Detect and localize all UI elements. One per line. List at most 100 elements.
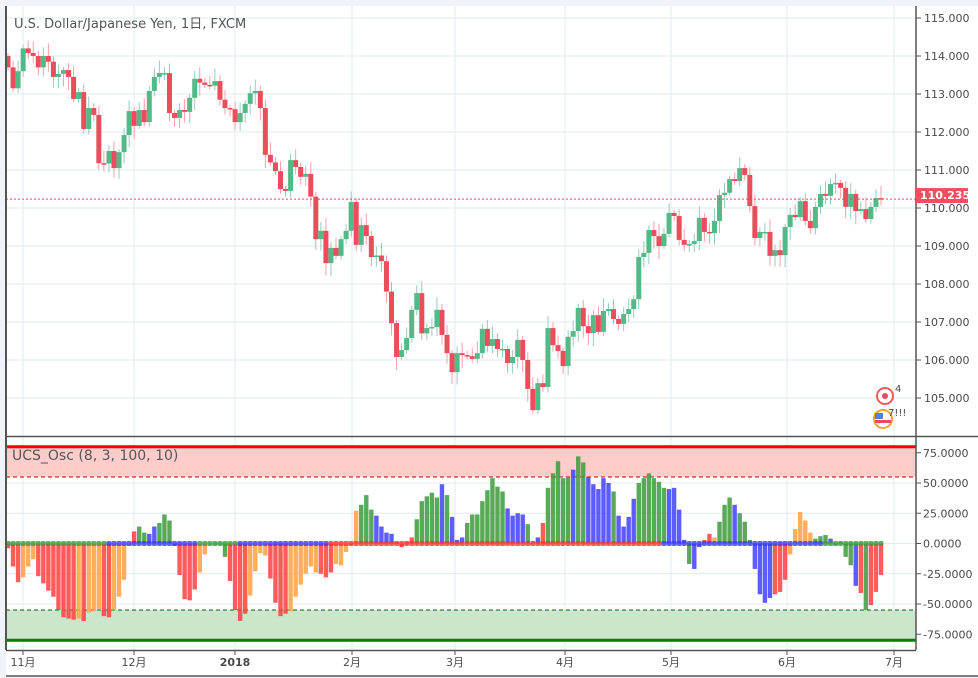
- zero-line-dot: [161, 541, 167, 546]
- candle-body: [812, 206, 818, 229]
- zero-line-dot: [283, 541, 289, 546]
- candle-body: [631, 299, 637, 310]
- candle: [439, 303, 445, 345]
- osc-bar: [25, 543, 31, 567]
- osc-bar: [576, 456, 581, 544]
- osc-bar: [555, 461, 561, 544]
- zero-line-dot: [121, 541, 127, 546]
- osc-bar: [36, 543, 41, 577]
- candle-body: [343, 230, 349, 240]
- candle-body: [394, 323, 400, 357]
- osc-bar: [51, 543, 56, 597]
- candle-body: [35, 56, 41, 68]
- zero-line-dot: [338, 541, 344, 546]
- zero-line-dot: [863, 541, 869, 546]
- candle-body: [787, 214, 793, 227]
- candle: [727, 176, 733, 196]
- time-axis[interactable]: 11月 12月 2018 2月 3月 4月 5月 6月 7月: [11, 650, 904, 669]
- candle-body: [817, 193, 823, 207]
- osc-bar: [808, 532, 813, 544]
- zero-line-dot: [131, 541, 137, 546]
- candle: [247, 85, 253, 115]
- candle-body: [409, 309, 415, 338]
- candle-body: [272, 162, 278, 172]
- osc-bar: [459, 537, 465, 544]
- zero-line-dot: [530, 541, 536, 546]
- candle-body: [313, 196, 319, 240]
- zero-line-dot: [747, 541, 753, 546]
- candle: [50, 55, 56, 88]
- zero-line-dot: [812, 541, 818, 546]
- osc-bar: [570, 469, 576, 544]
- osc-bar: [298, 543, 303, 585]
- candle-body: [212, 81, 218, 86]
- oscillator-bars: [5, 456, 884, 621]
- candle: [606, 303, 612, 316]
- zero-line-dot: [313, 541, 319, 546]
- zero-line-dot: [772, 541, 778, 546]
- osc-bar: [364, 495, 369, 544]
- zero-line-dot: [838, 541, 844, 546]
- candle-body: [373, 255, 379, 258]
- candle: [696, 206, 702, 251]
- chart-title[interactable]: U.S. Dollar/Japanese Yen, 1日, FXCM: [14, 17, 246, 32]
- candle-body: [45, 56, 51, 62]
- zero-line-dot: [691, 541, 697, 546]
- zero-line-dot: [807, 541, 813, 546]
- candle: [343, 223, 349, 244]
- zero-line-dot: [757, 541, 763, 546]
- osc-bar: [737, 513, 742, 544]
- osc-bar: [258, 543, 263, 554]
- zero-line-dot: [91, 541, 97, 546]
- event-badge-1[interactable]: 4: [876, 384, 901, 405]
- candle: [131, 107, 137, 140]
- candle: [111, 141, 117, 178]
- zero-line-dot: [878, 541, 884, 546]
- osc-bar: [288, 543, 293, 612]
- candle: [484, 320, 490, 353]
- zero-line-dot: [197, 541, 203, 546]
- osc-bar: [818, 536, 823, 544]
- zero-line-dot: [590, 541, 596, 546]
- zero-line-dot: [293, 541, 299, 546]
- candle: [590, 310, 596, 347]
- time-tick-label: 6月: [778, 656, 796, 669]
- candle: [777, 240, 783, 267]
- candle: [479, 323, 485, 359]
- candle-body: [131, 111, 137, 126]
- candle: [464, 351, 470, 360]
- osc-tick-label: -25.0000: [923, 568, 972, 581]
- candle: [222, 90, 228, 115]
- zero-line-dot: [66, 541, 72, 546]
- zero-line-dot: [237, 541, 243, 546]
- candle: [757, 227, 763, 247]
- osc-bar: [722, 504, 727, 544]
- candle: [701, 212, 707, 242]
- osc-bar: [46, 543, 51, 591]
- oscillator-title[interactable]: UCS_Osc (8, 3, 100, 10): [12, 448, 178, 464]
- event-badge-2[interactable]: 7!!!: [873, 408, 906, 429]
- candle-body: [525, 360, 531, 389]
- zero-line-dot: [868, 541, 874, 546]
- osc-bar: [661, 487, 667, 544]
- oscillator-axis[interactable]: 75.0000 50.0000 25.0000 0.0000 -25.0000 -50.0…: [916, 447, 972, 642]
- osc-bar: [641, 478, 647, 544]
- candle: [676, 209, 682, 246]
- zero-line-dot: [828, 541, 834, 546]
- time-tick-label: 3月: [446, 656, 464, 669]
- price-axis[interactable]: 115.000 114.000 113.000 112.000 111.000 110.0…: [916, 12, 970, 405]
- candle: [202, 77, 208, 88]
- osc-bar: [379, 526, 384, 544]
- zero-line-dot: [383, 541, 389, 546]
- candle: [55, 64, 61, 89]
- osc-bar: [616, 515, 621, 544]
- candle-body: [182, 109, 188, 112]
- candle: [45, 43, 51, 72]
- osc-bar: [712, 537, 717, 544]
- osc-bar: [86, 543, 91, 613]
- osc-bar: [666, 489, 672, 544]
- candle-body: [621, 314, 627, 324]
- candle: [671, 209, 677, 221]
- candle: [151, 68, 157, 97]
